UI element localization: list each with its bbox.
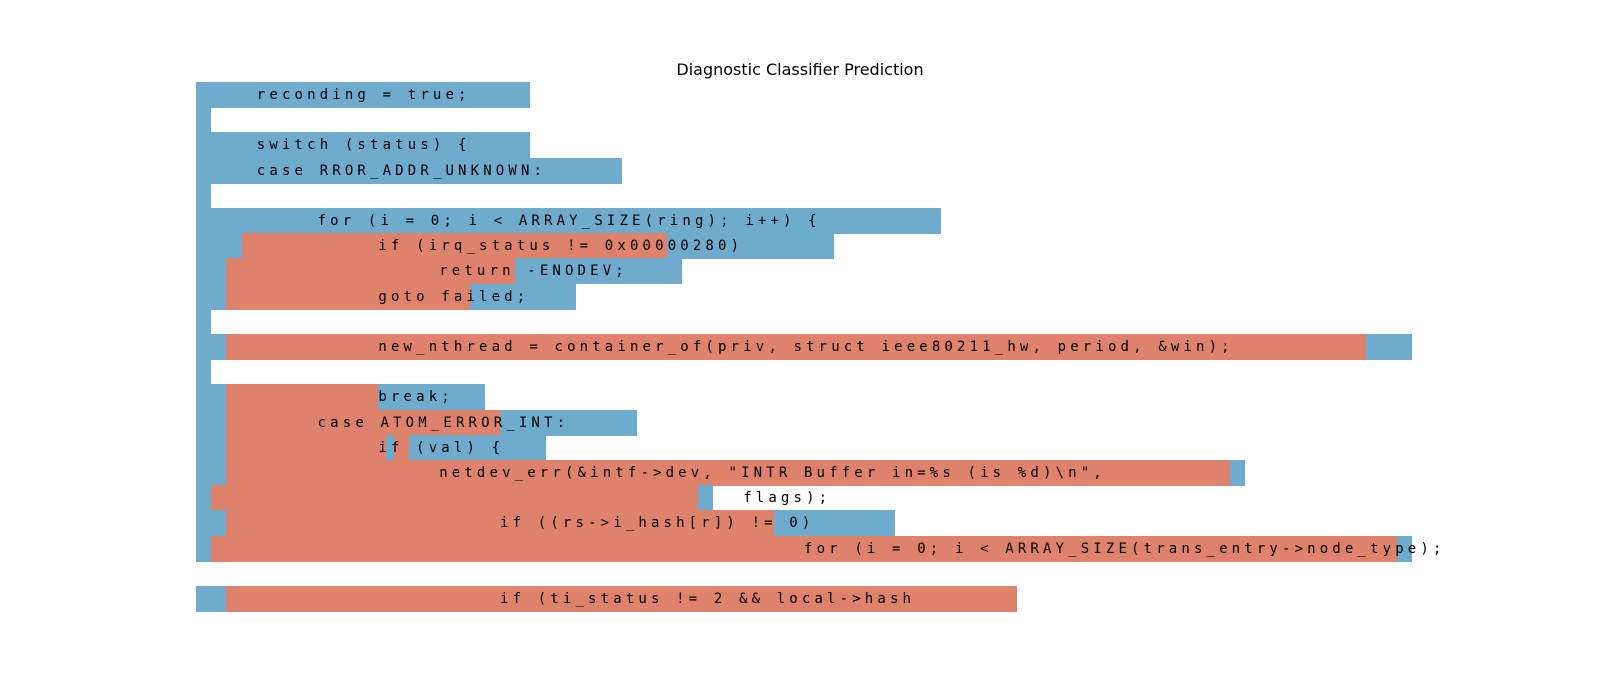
code-line: switch (status) { bbox=[256, 137, 471, 154]
code-line: goto failed; bbox=[378, 288, 530, 305]
code-line: case ATOM_ERROR_INT: bbox=[317, 414, 570, 431]
token-blue-span bbox=[196, 208, 941, 234]
code-line: break; bbox=[378, 389, 454, 406]
code-line: if ((rs->i_hash[r]) != 0) bbox=[500, 515, 815, 532]
token-red-span bbox=[226, 510, 774, 537]
figure-title: Diagnostic Classifier Prediction bbox=[676, 60, 924, 79]
token-blue-span bbox=[196, 157, 622, 184]
code-line: case RROR_ADDR_UNKNOWN: bbox=[256, 162, 547, 179]
token-red-span bbox=[226, 283, 470, 310]
token-blue-span bbox=[196, 182, 212, 209]
code-line: if (ti_status != 2 && local->hash bbox=[500, 591, 916, 607]
token-red-span bbox=[241, 233, 668, 260]
token-blue-span bbox=[196, 82, 531, 108]
code-line: if (val) { bbox=[378, 439, 505, 456]
code-line: return -ENODEV; bbox=[439, 263, 628, 280]
code-line: if (irq_status != 0x00000280) bbox=[378, 238, 744, 255]
code-line: new_nthread = container_of(priv, struct … bbox=[378, 339, 1234, 355]
token-blue-span bbox=[196, 132, 531, 159]
token-blue-span bbox=[196, 107, 212, 134]
token-red-span bbox=[226, 334, 1367, 360]
code-line: flags); bbox=[743, 490, 832, 507]
code-line: for (i = 0; i < ARRAY_SIZE(ring); i++) { bbox=[317, 213, 821, 229]
token-red-span bbox=[211, 535, 1397, 562]
token-red-span bbox=[211, 485, 698, 512]
token-red-span bbox=[226, 258, 516, 285]
token-blue-span bbox=[196, 359, 212, 386]
token-red-span bbox=[226, 409, 500, 436]
token-red-span bbox=[226, 434, 386, 461]
token-red-span bbox=[226, 384, 379, 411]
code-line: for (i = 0; i < ARRAY_SIZE(trans_entry->… bbox=[804, 540, 1446, 557]
code-line: netdev_err(&intf->dev, "INTR Buffer in=%… bbox=[439, 465, 1106, 481]
token-red-span bbox=[393, 434, 409, 461]
token-red-span bbox=[226, 460, 1230, 486]
token-red-span bbox=[226, 586, 1017, 612]
token-blue-span bbox=[196, 308, 212, 335]
code-line: reconding = true; bbox=[256, 87, 471, 103]
